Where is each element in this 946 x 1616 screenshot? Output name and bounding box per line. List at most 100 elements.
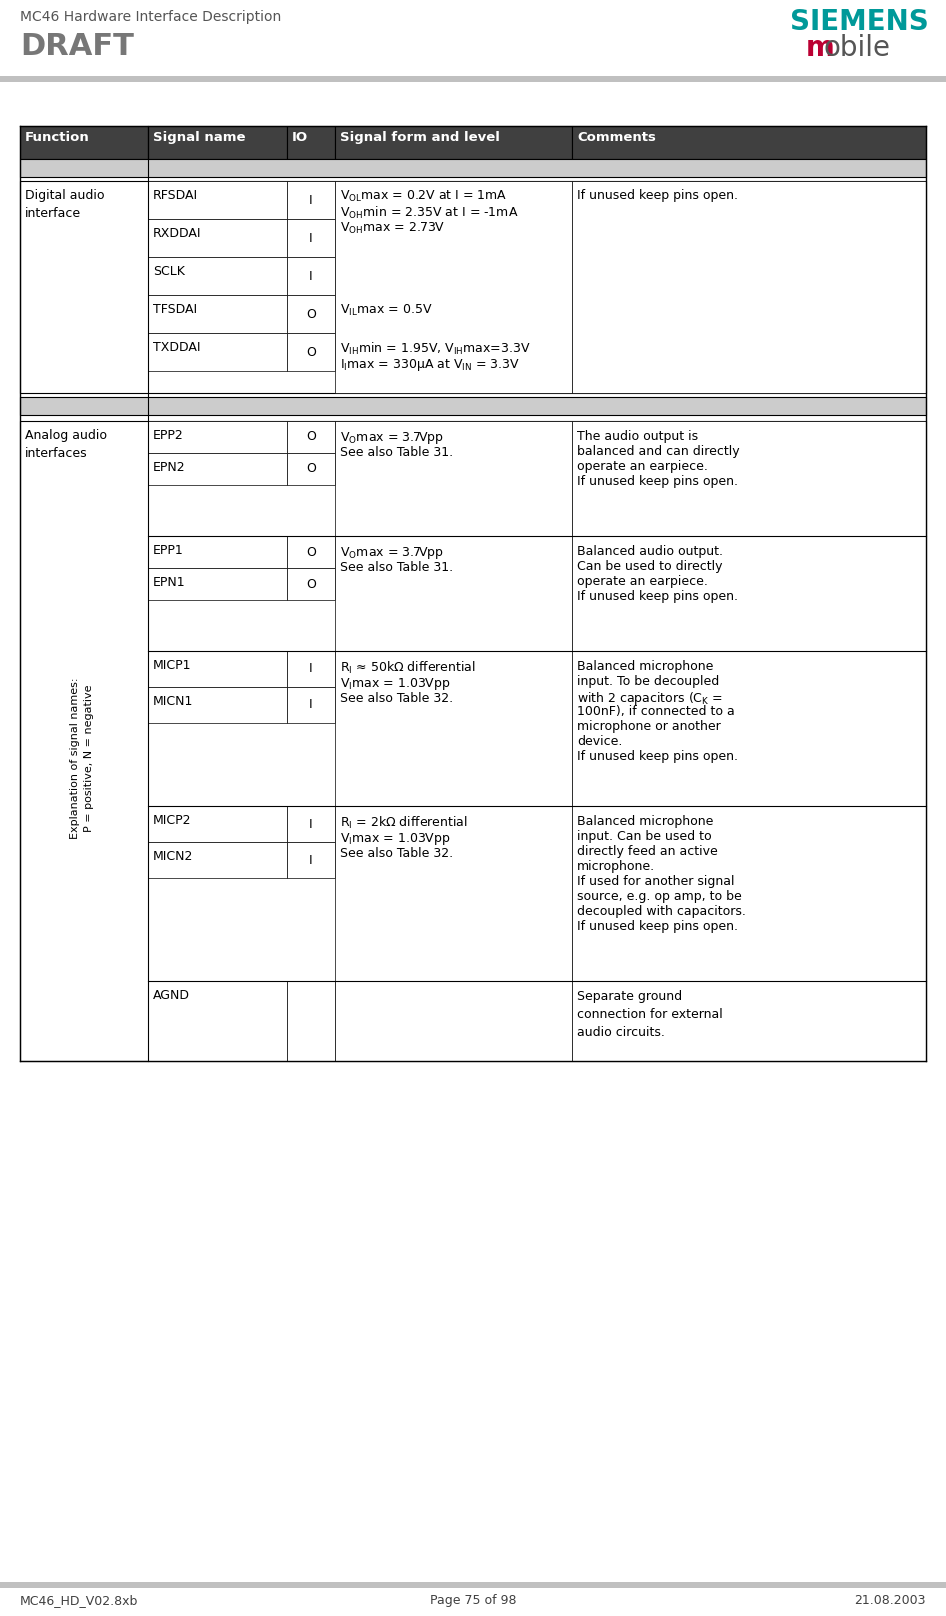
Bar [572,422,926,537]
Bar [20,158,926,178]
Text: decoupled with capacitors.: decoupled with capacitors. [577,905,745,918]
Text: obile: obile [823,34,890,61]
Text: Balanced microphone: Balanced microphone [577,814,713,827]
Text: O: O [307,546,316,559]
Bar [335,537,572,651]
Text: If unused keep pins open.: If unused keep pins open. [577,750,738,763]
Text: TFSDAI: TFSDAI [153,304,197,317]
Text: Balanced audio output.: Balanced audio output. [577,545,723,558]
Bar [148,537,287,567]
Text: I: I [309,231,313,244]
Text: V$_\mathrm{I}$max = 1.03Vpp: V$_\mathrm{I}$max = 1.03Vpp [340,675,450,692]
Text: operate an earpiece.: operate an earpiece. [577,461,708,473]
Bar [148,567,287,600]
Text: I: I [309,270,313,283]
Bar [335,806,572,981]
Text: O: O [307,577,316,590]
Bar [335,126,572,158]
Bar [335,422,572,537]
Bar [287,842,335,877]
Text: O: O [307,462,316,475]
Text: microphone.: microphone. [577,860,656,873]
Text: I: I [309,818,313,831]
Text: directly feed an active: directly feed an active [577,845,718,858]
Bar [287,181,335,220]
Bar [0,1582,946,1589]
Text: microphone or another: microphone or another [577,721,721,734]
Text: input. Can be used to: input. Can be used to [577,831,711,844]
Bar [335,181,572,393]
Text: Signal form and level: Signal form and level [340,131,499,144]
Bar [287,567,335,600]
Text: with 2 capacitors (C$_\mathrm{K}$ =: with 2 capacitors (C$_\mathrm{K}$ = [577,690,723,708]
Text: I: I [309,698,313,711]
Bar [20,181,926,393]
Bar [287,422,335,452]
Bar [0,76,946,82]
Bar [287,296,335,333]
Text: Comments: Comments [577,131,656,144]
Text: V$_\mathrm{OH}$min = 2.35V at I = -1mA: V$_\mathrm{OH}$min = 2.35V at I = -1mA [340,205,518,221]
Bar [148,806,287,842]
Bar [287,452,335,485]
Bar [572,981,926,1062]
Text: O: O [307,307,316,320]
Text: I$_\mathrm{I}$max = 330µA at V$_\mathrm{IN}$ = 3.3V: I$_\mathrm{I}$max = 330µA at V$_\mathrm{… [340,357,520,373]
Text: EPP2: EPP2 [153,428,184,443]
Bar [287,651,335,687]
Text: V$_\mathrm{OL}$max = 0.2V at I = 1mA: V$_\mathrm{OL}$max = 0.2V at I = 1mA [340,189,507,204]
Text: EPP1: EPP1 [153,545,184,558]
Text: Separate ground
connection for external
audio circuits.: Separate ground connection for external … [577,991,723,1039]
Bar [148,296,287,333]
Text: O: O [307,346,316,359]
Text: I: I [309,853,313,866]
Text: If unused keep pins open.: If unused keep pins open. [577,590,738,603]
Text: AGND: AGND [153,989,190,1002]
Text: If unused keep pins open.: If unused keep pins open. [577,920,738,932]
Bar [148,181,287,220]
Text: Can be used to directly: Can be used to directly [577,561,723,574]
Text: MICP1: MICP1 [153,659,191,672]
Text: SCLK: SCLK [153,265,184,278]
Text: TXDDAI: TXDDAI [153,341,201,354]
Text: source, e.g. op amp, to be: source, e.g. op amp, to be [577,890,742,903]
Text: 100nF), if connected to a: 100nF), if connected to a [577,705,735,718]
Bar [20,126,148,158]
Text: V$_\mathrm{I}$max = 1.03Vpp: V$_\mathrm{I}$max = 1.03Vpp [340,831,450,847]
Bar [287,333,335,372]
Bar [287,257,335,296]
Bar [148,257,287,296]
Bar [287,806,335,842]
Text: SIEMENS: SIEMENS [790,8,929,36]
Text: R$_\mathrm{I}$ = 2kΩ differential: R$_\mathrm{I}$ = 2kΩ differential [340,814,468,831]
Text: 21.08.2003: 21.08.2003 [854,1593,926,1606]
Bar [572,806,926,981]
Text: MC46_HD_V02.8xb: MC46_HD_V02.8xb [20,1593,138,1606]
Bar [572,181,926,393]
Text: If used for another signal: If used for another signal [577,874,734,889]
Text: V$_\mathrm{IH}$min = 1.95V, V$_\mathrm{IH}$max=3.3V: V$_\mathrm{IH}$min = 1.95V, V$_\mathrm{I… [340,341,531,357]
Text: balanced and can directly: balanced and can directly [577,444,740,457]
Bar [20,422,926,1062]
Text: Analog audio
interfaces: Analog audio interfaces [25,428,107,461]
Bar [148,422,287,452]
Text: See also Table 31.: See also Table 31. [340,446,453,459]
Text: Digital audio
interface: Digital audio interface [25,189,104,220]
Text: m: m [806,34,835,61]
Text: I: I [309,194,313,207]
Bar [287,537,335,567]
Bar [148,687,287,722]
Text: RFSDAI: RFSDAI [153,189,198,202]
Text: operate an earpiece.: operate an earpiece. [577,575,708,588]
Text: See also Table 32.: See also Table 32. [340,692,453,705]
Bar [148,651,287,687]
Text: DRAFT: DRAFT [20,32,134,61]
Bar [335,981,572,1062]
Bar [148,220,287,257]
Bar [148,452,287,485]
Text: V$_\mathrm{O}$max = 3.7Vpp: V$_\mathrm{O}$max = 3.7Vpp [340,430,444,446]
Bar [148,333,287,372]
Bar [287,220,335,257]
Text: I: I [309,663,313,675]
Text: device.: device. [577,735,622,748]
